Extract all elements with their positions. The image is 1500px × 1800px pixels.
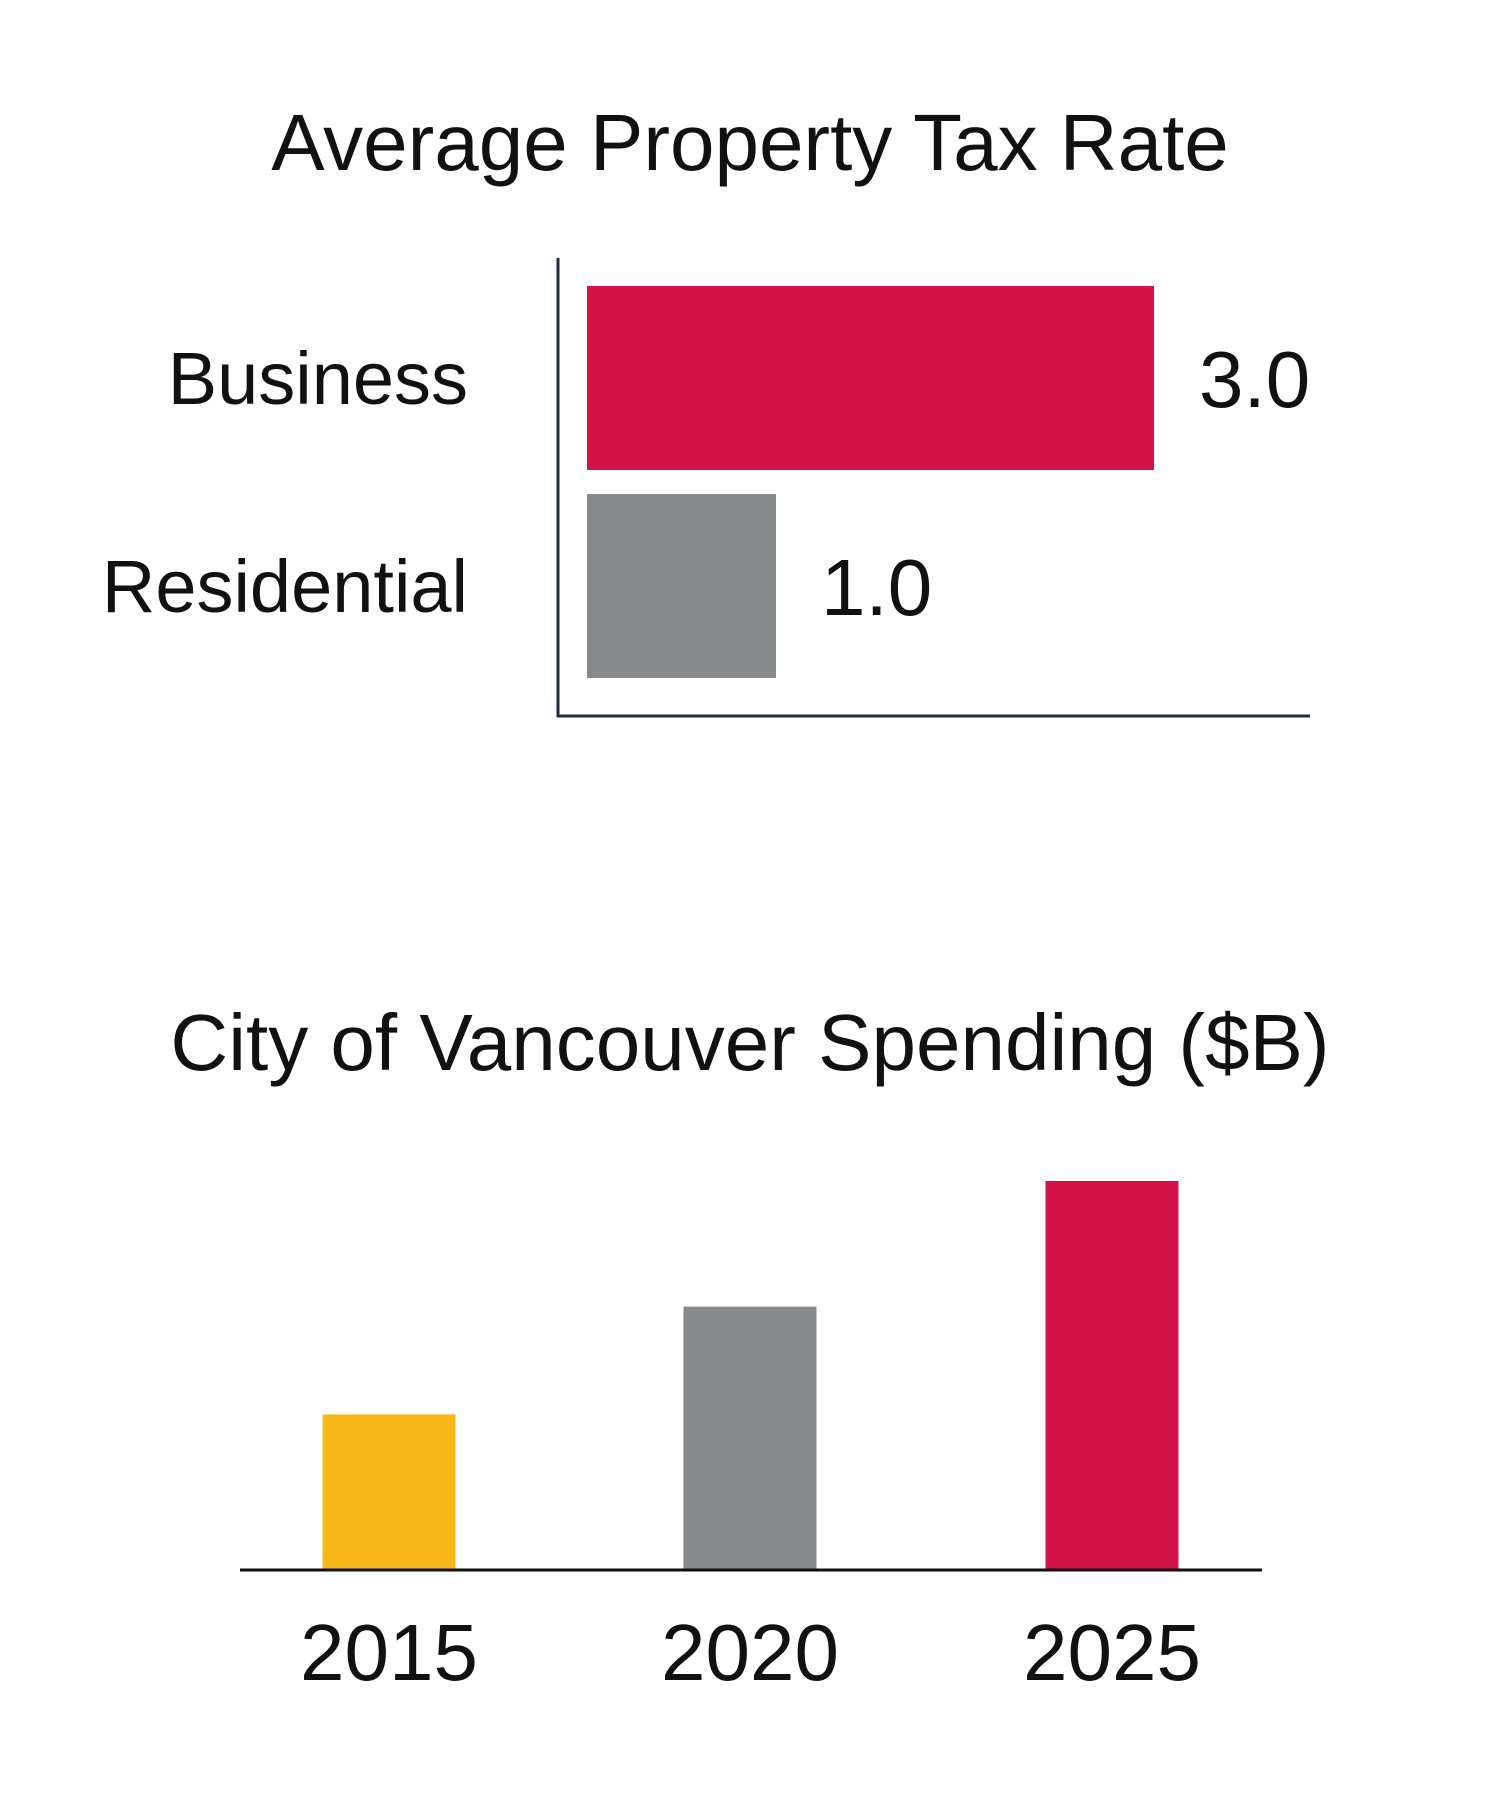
category-label-business: Business: [168, 337, 468, 420]
tax-rate-chart-title: Average Property Tax Rate: [271, 98, 1229, 187]
x-tick-label-2015: 2015: [300, 1608, 478, 1697]
spending-chart-title: City of Vancouver Spending ($B): [170, 998, 1329, 1087]
spending-chart: City of Vancouver Spending ($B) 2015 2020…: [170, 998, 1329, 1697]
bar-residential: [587, 494, 776, 678]
bar-2015: [322, 1414, 456, 1570]
x-tick-label-2020: 2020: [661, 1608, 839, 1697]
bar-business: [587, 286, 1154, 470]
spending-bars: 2015 2020 2025: [300, 1180, 1201, 1697]
tax-rate-bars: Business 3.0 Residential 1.0: [102, 286, 1310, 678]
category-label-residential: Residential: [102, 545, 468, 628]
value-label-residential: 1.0: [821, 543, 932, 632]
value-label-business: 3.0: [1199, 335, 1310, 424]
bar-2025: [1045, 1180, 1179, 1570]
bar-2020: [683, 1306, 817, 1570]
tax-rate-chart: Average Property Tax Rate Business 3.0 Res…: [102, 98, 1310, 718]
x-tick-label-2025: 2025: [1023, 1608, 1201, 1697]
